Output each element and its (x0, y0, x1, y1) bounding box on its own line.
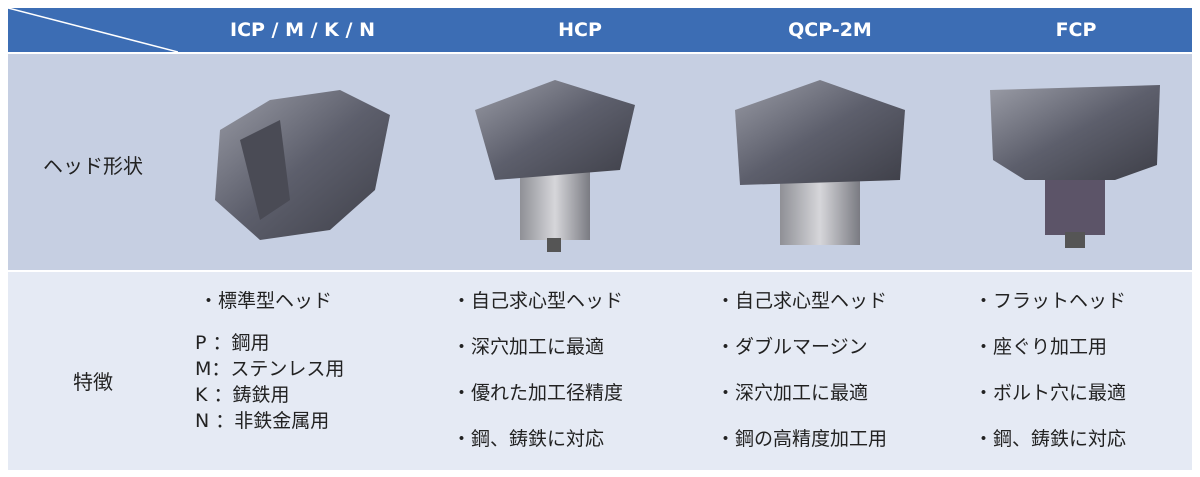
feature-list: ・フラットヘッド ・座ぐり加工用 ・ボルト穴に最適 ・鋼、鋳鉄に対応 (974, 288, 1126, 472)
feature-item: ・鋼の高精度加工用 (716, 428, 888, 450)
feature-item: ・自己求心型ヘッド (716, 290, 888, 312)
feature-item: ・鋼、鋳鉄に対応 (452, 428, 605, 450)
row-label: 特徴 (73, 370, 113, 394)
feature-item: ・深穴加工に最適 (716, 382, 869, 404)
feature-item: ・優れた加工径精度 (452, 382, 624, 404)
feature-item: ・自己求心型ヘッド (452, 290, 624, 312)
feature-list: ・自己求心型ヘッド ・深穴加工に最適 ・優れた加工径精度 ・鋼、鋳鉄に対応 (452, 288, 623, 472)
head-image-qcp (735, 80, 905, 245)
feature-item: ・鋼、鋳鉄に対応 (974, 428, 1127, 450)
head-image-icp (215, 90, 390, 240)
feature-list: ・自己求心型ヘッド ・ダブルマージン ・深穴加工に最適 ・鋼の高精度加工用 (716, 288, 887, 472)
column-header: ICP / M / K / N (230, 19, 375, 41)
column-header: HCP (558, 19, 602, 41)
feature-item: ・深穴加工に最適 (452, 336, 605, 358)
column-header: QCP-2M (788, 19, 872, 41)
feature-item: P ：鋼用 (195, 332, 270, 354)
head-image-hcp (475, 80, 635, 252)
header-bar (8, 8, 1192, 52)
feature-item: ・標準型ヘッド (199, 290, 333, 312)
feature-row (8, 272, 1192, 470)
corner-diagonal (8, 8, 178, 52)
feature-item: N ：非鉄金属用 (195, 410, 330, 432)
head-image-fcp (990, 85, 1160, 248)
feature-item: ・ボルト穴に最適 (974, 382, 1127, 404)
column-header: FCP (1055, 19, 1097, 41)
feature-list: ・標準型ヘッド P ：鋼用 M：ステンレス用 K ：鋳鉄用 N ：非鉄金属用 (195, 288, 344, 434)
feature-item: ・フラットヘッド (974, 290, 1127, 312)
feature-item: K ：鋳鉄用 (195, 384, 290, 406)
feature-item: ・座ぐり加工用 (974, 336, 1108, 358)
row-label: ヘッド形状 (43, 154, 143, 178)
feature-item: ・ダブルマージン (716, 336, 868, 358)
feature-item: M：ステンレス用 (195, 358, 345, 380)
